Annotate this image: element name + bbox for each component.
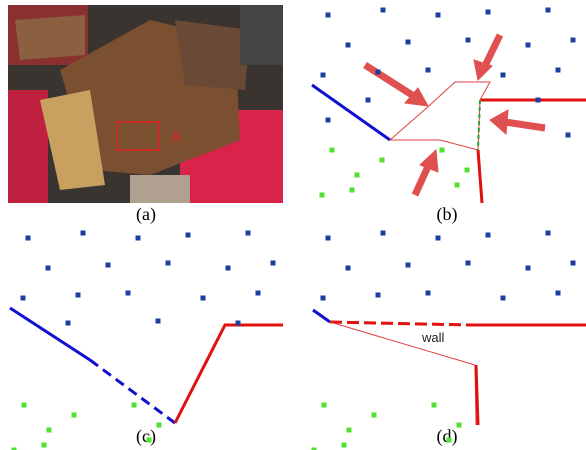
point-marker xyxy=(47,428,52,433)
point-marker xyxy=(186,233,191,238)
point-marker xyxy=(526,266,531,271)
point-marker xyxy=(157,423,162,428)
point-marker xyxy=(546,231,551,236)
point-marker xyxy=(246,231,251,236)
point-marker xyxy=(406,263,411,268)
point-marker xyxy=(372,413,377,418)
point-marker xyxy=(465,168,470,173)
point-marker xyxy=(346,266,351,271)
point-marker xyxy=(436,236,441,241)
point-marker xyxy=(147,438,152,443)
point-marker xyxy=(66,321,71,326)
point-marker xyxy=(326,118,331,123)
point-marker xyxy=(426,68,431,73)
point-marker xyxy=(321,73,326,78)
panel-c xyxy=(10,308,283,423)
point-marker xyxy=(546,8,551,13)
point-marker xyxy=(226,266,231,271)
point-marker xyxy=(347,428,352,433)
point-marker xyxy=(106,263,111,268)
point-marker xyxy=(486,233,491,238)
point-marker xyxy=(381,231,386,236)
point-marker xyxy=(132,403,137,408)
point-marker xyxy=(447,438,452,443)
point-marker xyxy=(466,38,471,43)
point-marker xyxy=(320,193,325,198)
point-marker xyxy=(201,296,206,301)
point-marker xyxy=(376,293,381,298)
point-marker xyxy=(566,133,571,138)
point-marker xyxy=(126,291,131,296)
point-marker xyxy=(556,68,561,73)
point-marker xyxy=(380,158,385,163)
point-marker xyxy=(536,98,541,103)
point-marker xyxy=(486,10,491,15)
caption: (d) xyxy=(437,426,458,447)
point-marker xyxy=(571,38,576,43)
caption: (c) xyxy=(136,426,156,447)
point-marker xyxy=(381,8,386,13)
point-marker xyxy=(432,403,437,408)
point-marker xyxy=(322,403,327,408)
point-marker xyxy=(455,183,460,188)
point-marker xyxy=(326,13,331,18)
point-marker xyxy=(72,413,77,418)
point-marker xyxy=(350,188,355,193)
point-marker xyxy=(426,291,431,296)
point-marker xyxy=(326,236,331,241)
point-marker xyxy=(440,148,445,153)
point-marker xyxy=(556,291,561,296)
point-marker xyxy=(81,231,86,236)
point-marker xyxy=(46,266,51,271)
region-label: A xyxy=(171,129,182,146)
point-marker xyxy=(466,261,471,266)
point-marker xyxy=(501,296,506,301)
caption: (a) xyxy=(136,204,156,225)
point-marker xyxy=(271,261,276,266)
point-marker xyxy=(321,296,326,301)
aerial-image xyxy=(8,5,283,203)
point-marker xyxy=(406,40,411,45)
figure: A (a) (b) (c) wall (d) xyxy=(0,0,586,450)
point-marker xyxy=(236,321,241,326)
panel-d xyxy=(313,310,586,425)
point-marker xyxy=(21,296,26,301)
point-marker xyxy=(436,13,441,18)
point-marker xyxy=(76,293,81,298)
wall-label: wall xyxy=(421,330,445,345)
point-marker xyxy=(571,261,576,266)
point-marker xyxy=(42,443,47,448)
point-marker xyxy=(136,236,141,241)
point-marker xyxy=(22,403,27,408)
point-marker xyxy=(26,236,31,241)
panel-b xyxy=(312,35,586,203)
point-marker xyxy=(166,261,171,266)
point-marker xyxy=(342,443,347,448)
point-marker xyxy=(526,43,531,48)
point-marker xyxy=(346,43,351,48)
point-marker xyxy=(156,319,161,324)
point-marker xyxy=(376,70,381,75)
point-marker xyxy=(457,423,462,428)
caption: (b) xyxy=(437,204,458,225)
point-marker xyxy=(501,73,506,78)
point-marker xyxy=(355,173,360,178)
point-marker xyxy=(366,98,371,103)
point-marker xyxy=(330,148,335,153)
point-marker xyxy=(256,291,261,296)
